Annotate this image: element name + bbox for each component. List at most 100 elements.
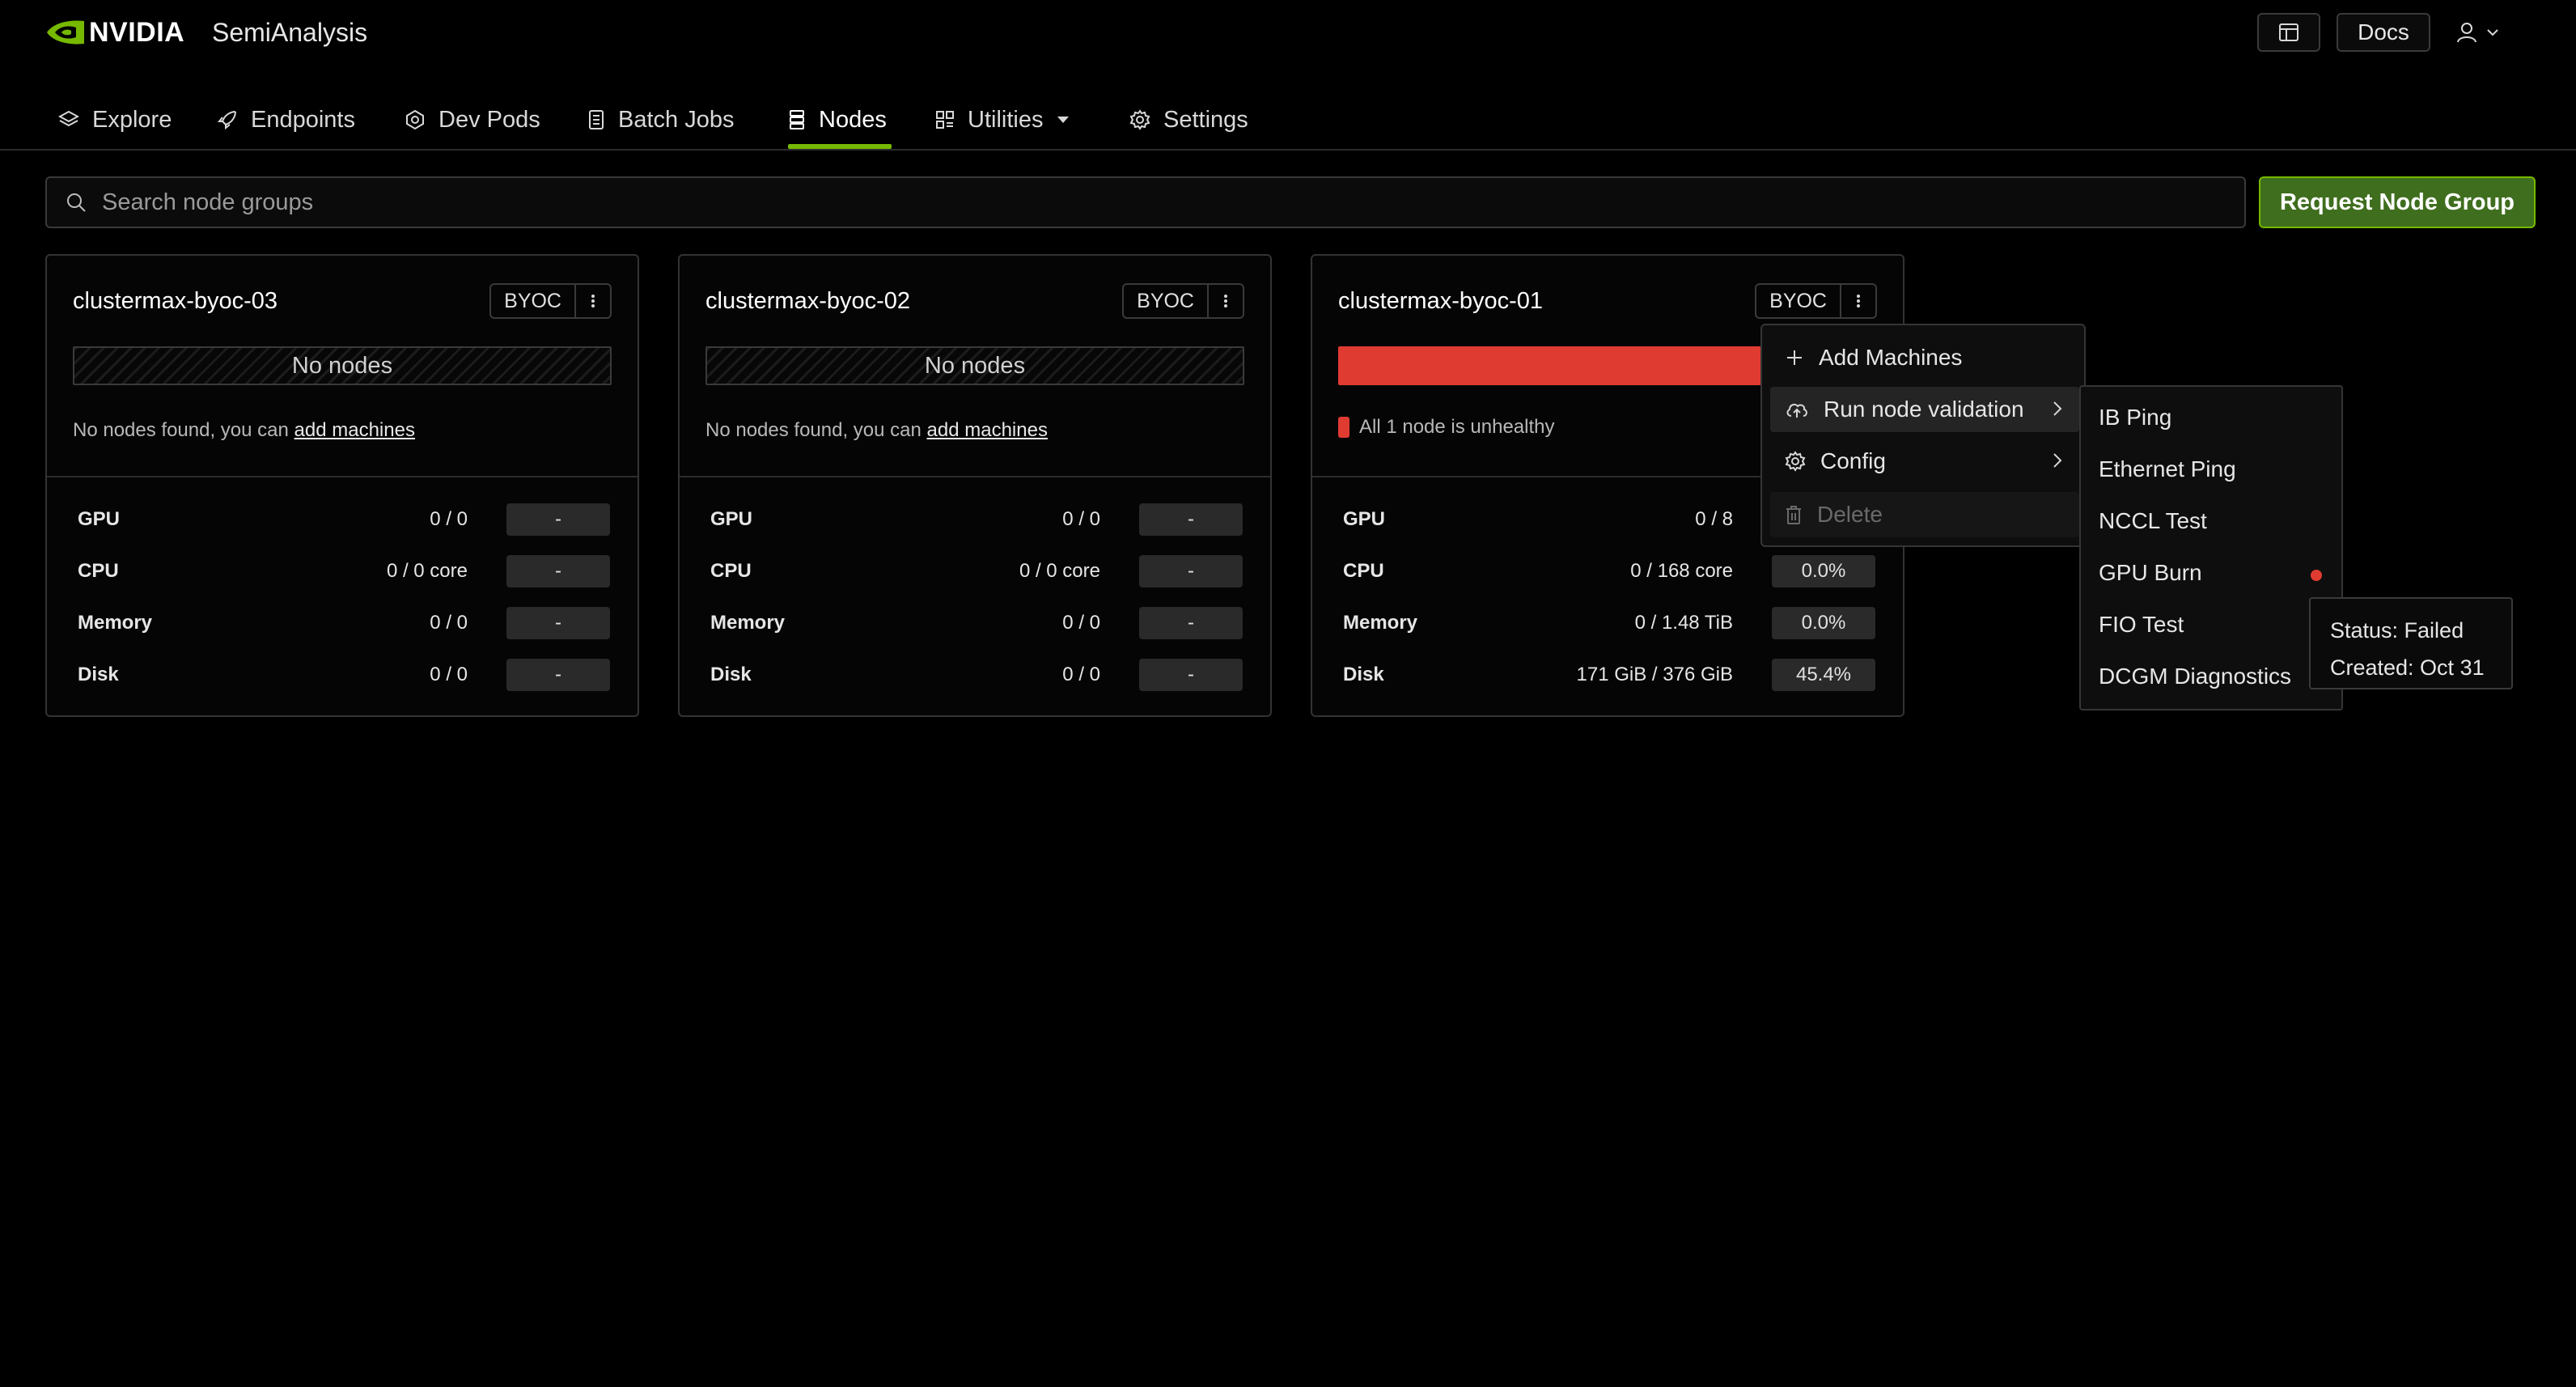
layout-button[interactable]	[2257, 13, 2320, 52]
menu-config[interactable]: Config	[1770, 439, 2079, 484]
nvidia-eye-icon	[47, 20, 84, 45]
metric-percent: -	[506, 659, 610, 691]
trash-icon	[1786, 506, 1801, 524]
health-message: All 1 node is unhealthy	[1359, 416, 1555, 438]
tab-nodes[interactable]: Nodes	[788, 89, 887, 151]
submenu-fio-test[interactable]: FIO Test	[2099, 612, 2184, 637]
metric-disk: Disk 0 / 0 -	[78, 657, 610, 693]
nvidia-logo[interactable]: NVIDIA	[45, 16, 184, 49]
rocket-icon	[217, 110, 237, 130]
metric-value: 0 / 0	[1062, 508, 1100, 530]
server-icon	[790, 110, 804, 129]
metric-gpu: GPU 0 / 8	[1343, 502, 1875, 537]
tab-explore[interactable]: Explore	[58, 89, 172, 151]
submenu-nccl-test[interactable]: NCCL Test	[2099, 508, 2207, 533]
metric-gpu: GPU 0 / 0 -	[710, 502, 1243, 537]
metric-label: Memory	[78, 612, 153, 634]
list-icon	[589, 110, 604, 129]
metric-disk: Disk 0 / 0 -	[710, 657, 1243, 693]
submenu-gpu-burn[interactable]: GPU Burn	[2099, 560, 2202, 585]
metric-label: Disk	[1343, 664, 1384, 685]
metric-value: 0 / 8	[1695, 508, 1733, 530]
search-input[interactable]	[102, 189, 2125, 216]
chevron-right-icon	[2053, 453, 2062, 468]
node-group-card: clustermax-byoc-03 BYOC No nodes No node…	[45, 254, 639, 717]
tab-label: Explore	[92, 106, 172, 133]
menu-delete[interactable]: Delete	[1770, 492, 2079, 537]
add-machines-link[interactable]: add machines	[294, 419, 415, 441]
tab-batch-jobs[interactable]: Batch Jobs	[587, 89, 734, 151]
unhealthy-indicator	[1338, 417, 1349, 438]
status-tooltip: Status: Failed Created: Oct 31	[2309, 597, 2513, 689]
metric-label: GPU	[1343, 508, 1386, 530]
tab-label: Batch Jobs	[618, 106, 735, 133]
submenu-ethernet-ping[interactable]: Ethernet Ping	[2099, 456, 2236, 481]
metric-memory: Memory 0 / 0 -	[710, 605, 1243, 641]
kebab-icon	[1224, 295, 1227, 308]
no-nodes-bar: No nodes	[705, 346, 1244, 385]
metric-value: 0 / 0	[430, 508, 468, 530]
menu-label: Delete	[1817, 502, 1883, 527]
layout-icon	[2279, 23, 2298, 41]
menu-run-node-validation[interactable]: Run node validation	[1770, 387, 2079, 432]
user-menu-button[interactable]	[2456, 15, 2521, 50]
metric-value: 0 / 0 core	[386, 560, 468, 582]
tab-utilities[interactable]: Utilities	[935, 89, 1070, 151]
metric-percent: -	[506, 607, 610, 639]
node-group-name[interactable]: clustermax-byoc-02	[705, 288, 911, 314]
metric-value: 0 / 168 core	[1630, 560, 1733, 582]
tab-dev-pods[interactable]: Dev Pods	[405, 89, 540, 151]
metric-gpu: GPU 0 / 0 -	[78, 502, 610, 537]
node-group-name[interactable]: clustermax-byoc-01	[1338, 288, 1544, 314]
kebab-icon	[1857, 295, 1860, 308]
more-options-button[interactable]	[1209, 285, 1243, 317]
divider	[1312, 476, 1903, 477]
more-options-button[interactable]	[576, 285, 610, 317]
search-bar[interactable]	[45, 176, 2246, 228]
failed-status-dot[interactable]	[2311, 570, 2322, 581]
message-text: No nodes found, you can	[705, 419, 922, 441]
metric-label: Memory	[710, 612, 786, 634]
metric-value: 0 / 0 core	[1019, 560, 1100, 582]
metric-value: 0 / 0	[430, 612, 468, 634]
menu-label: Run node validation	[1824, 397, 2024, 422]
tab-label: Dev Pods	[439, 106, 540, 133]
metric-cpu: CPU 0 / 168 core 0.0%	[1343, 554, 1875, 589]
node-group-card: clustermax-byoc-02 BYOC No nodes No node…	[678, 254, 1272, 717]
card-actions: BYOC	[1122, 283, 1244, 319]
no-nodes-message: No nodes found, you can add machines	[705, 419, 1048, 442]
add-machines-link[interactable]: add machines	[926, 419, 1048, 441]
metric-value: 0 / 0	[1062, 664, 1100, 685]
byoc-badge: BYOC	[491, 285, 576, 317]
metric-disk: Disk 171 GiB / 376 GiB 45.4%	[1343, 657, 1875, 693]
metric-label: GPU	[710, 508, 753, 530]
tooltip-status: Status: Failed	[2330, 618, 2464, 643]
more-options-button[interactable]	[1841, 285, 1875, 317]
divider	[47, 476, 638, 477]
metric-memory: Memory 0 / 1.48 TiB 0.0%	[1343, 605, 1875, 641]
menu-add-machines[interactable]: Add Machines	[1770, 335, 2079, 380]
submenu-dcgm-diagnostics[interactable]: DCGM Diagnostics	[2099, 664, 2292, 689]
submenu-ib-ping[interactable]: IB Ping	[2099, 405, 2172, 430]
metric-percent: -	[506, 555, 610, 587]
metric-label: CPU	[78, 560, 119, 582]
tab-endpoints[interactable]: Endpoints	[217, 89, 355, 151]
tab-settings[interactable]: Settings	[1129, 89, 1248, 151]
tab-label: Endpoints	[251, 106, 355, 133]
tab-label: Settings	[1163, 106, 1248, 133]
byoc-badge: BYOC	[1756, 285, 1841, 317]
cloud-upload-icon	[1786, 403, 1807, 418]
metric-label: Disk	[710, 664, 752, 685]
card-actions: BYOC	[489, 283, 612, 319]
metric-value: 0 / 0	[1062, 612, 1100, 634]
metric-value: 0 / 0	[430, 664, 468, 685]
search-icon	[67, 193, 86, 212]
node-group-name[interactable]: clustermax-byoc-03	[73, 288, 278, 314]
request-node-group-button[interactable]: Request Node Group	[2259, 176, 2536, 228]
tooltip-created: Created: Oct 31	[2330, 655, 2485, 680]
metric-value: 0 / 1.48 TiB	[1634, 612, 1733, 634]
node-validation-submenu: IB Ping Ethernet Ping NCCL Test GPU Burn…	[2079, 385, 2343, 710]
metric-label: CPU	[710, 560, 752, 582]
docs-button[interactable]: Docs	[2337, 13, 2430, 52]
chevron-right-icon	[2053, 401, 2062, 416]
